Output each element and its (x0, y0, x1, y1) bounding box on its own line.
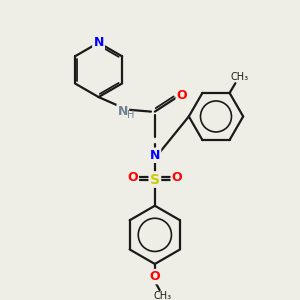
Text: N: N (93, 36, 104, 49)
Text: O: O (172, 171, 182, 184)
Text: O: O (177, 88, 187, 102)
Text: O: O (177, 88, 187, 102)
Text: N: N (118, 105, 128, 118)
Text: CH₃: CH₃ (230, 72, 248, 82)
Text: O: O (127, 171, 138, 184)
Text: H: H (127, 110, 134, 119)
Text: N: N (93, 36, 104, 49)
Text: N: N (150, 149, 160, 162)
Text: S: S (150, 172, 160, 187)
Text: S: S (150, 172, 160, 187)
Text: O: O (149, 270, 160, 283)
Text: N: N (150, 149, 160, 162)
Text: O: O (172, 171, 182, 184)
Text: N: N (118, 105, 128, 118)
Text: O: O (149, 270, 160, 283)
Text: CH₃: CH₃ (154, 291, 172, 300)
Text: O: O (127, 171, 138, 184)
